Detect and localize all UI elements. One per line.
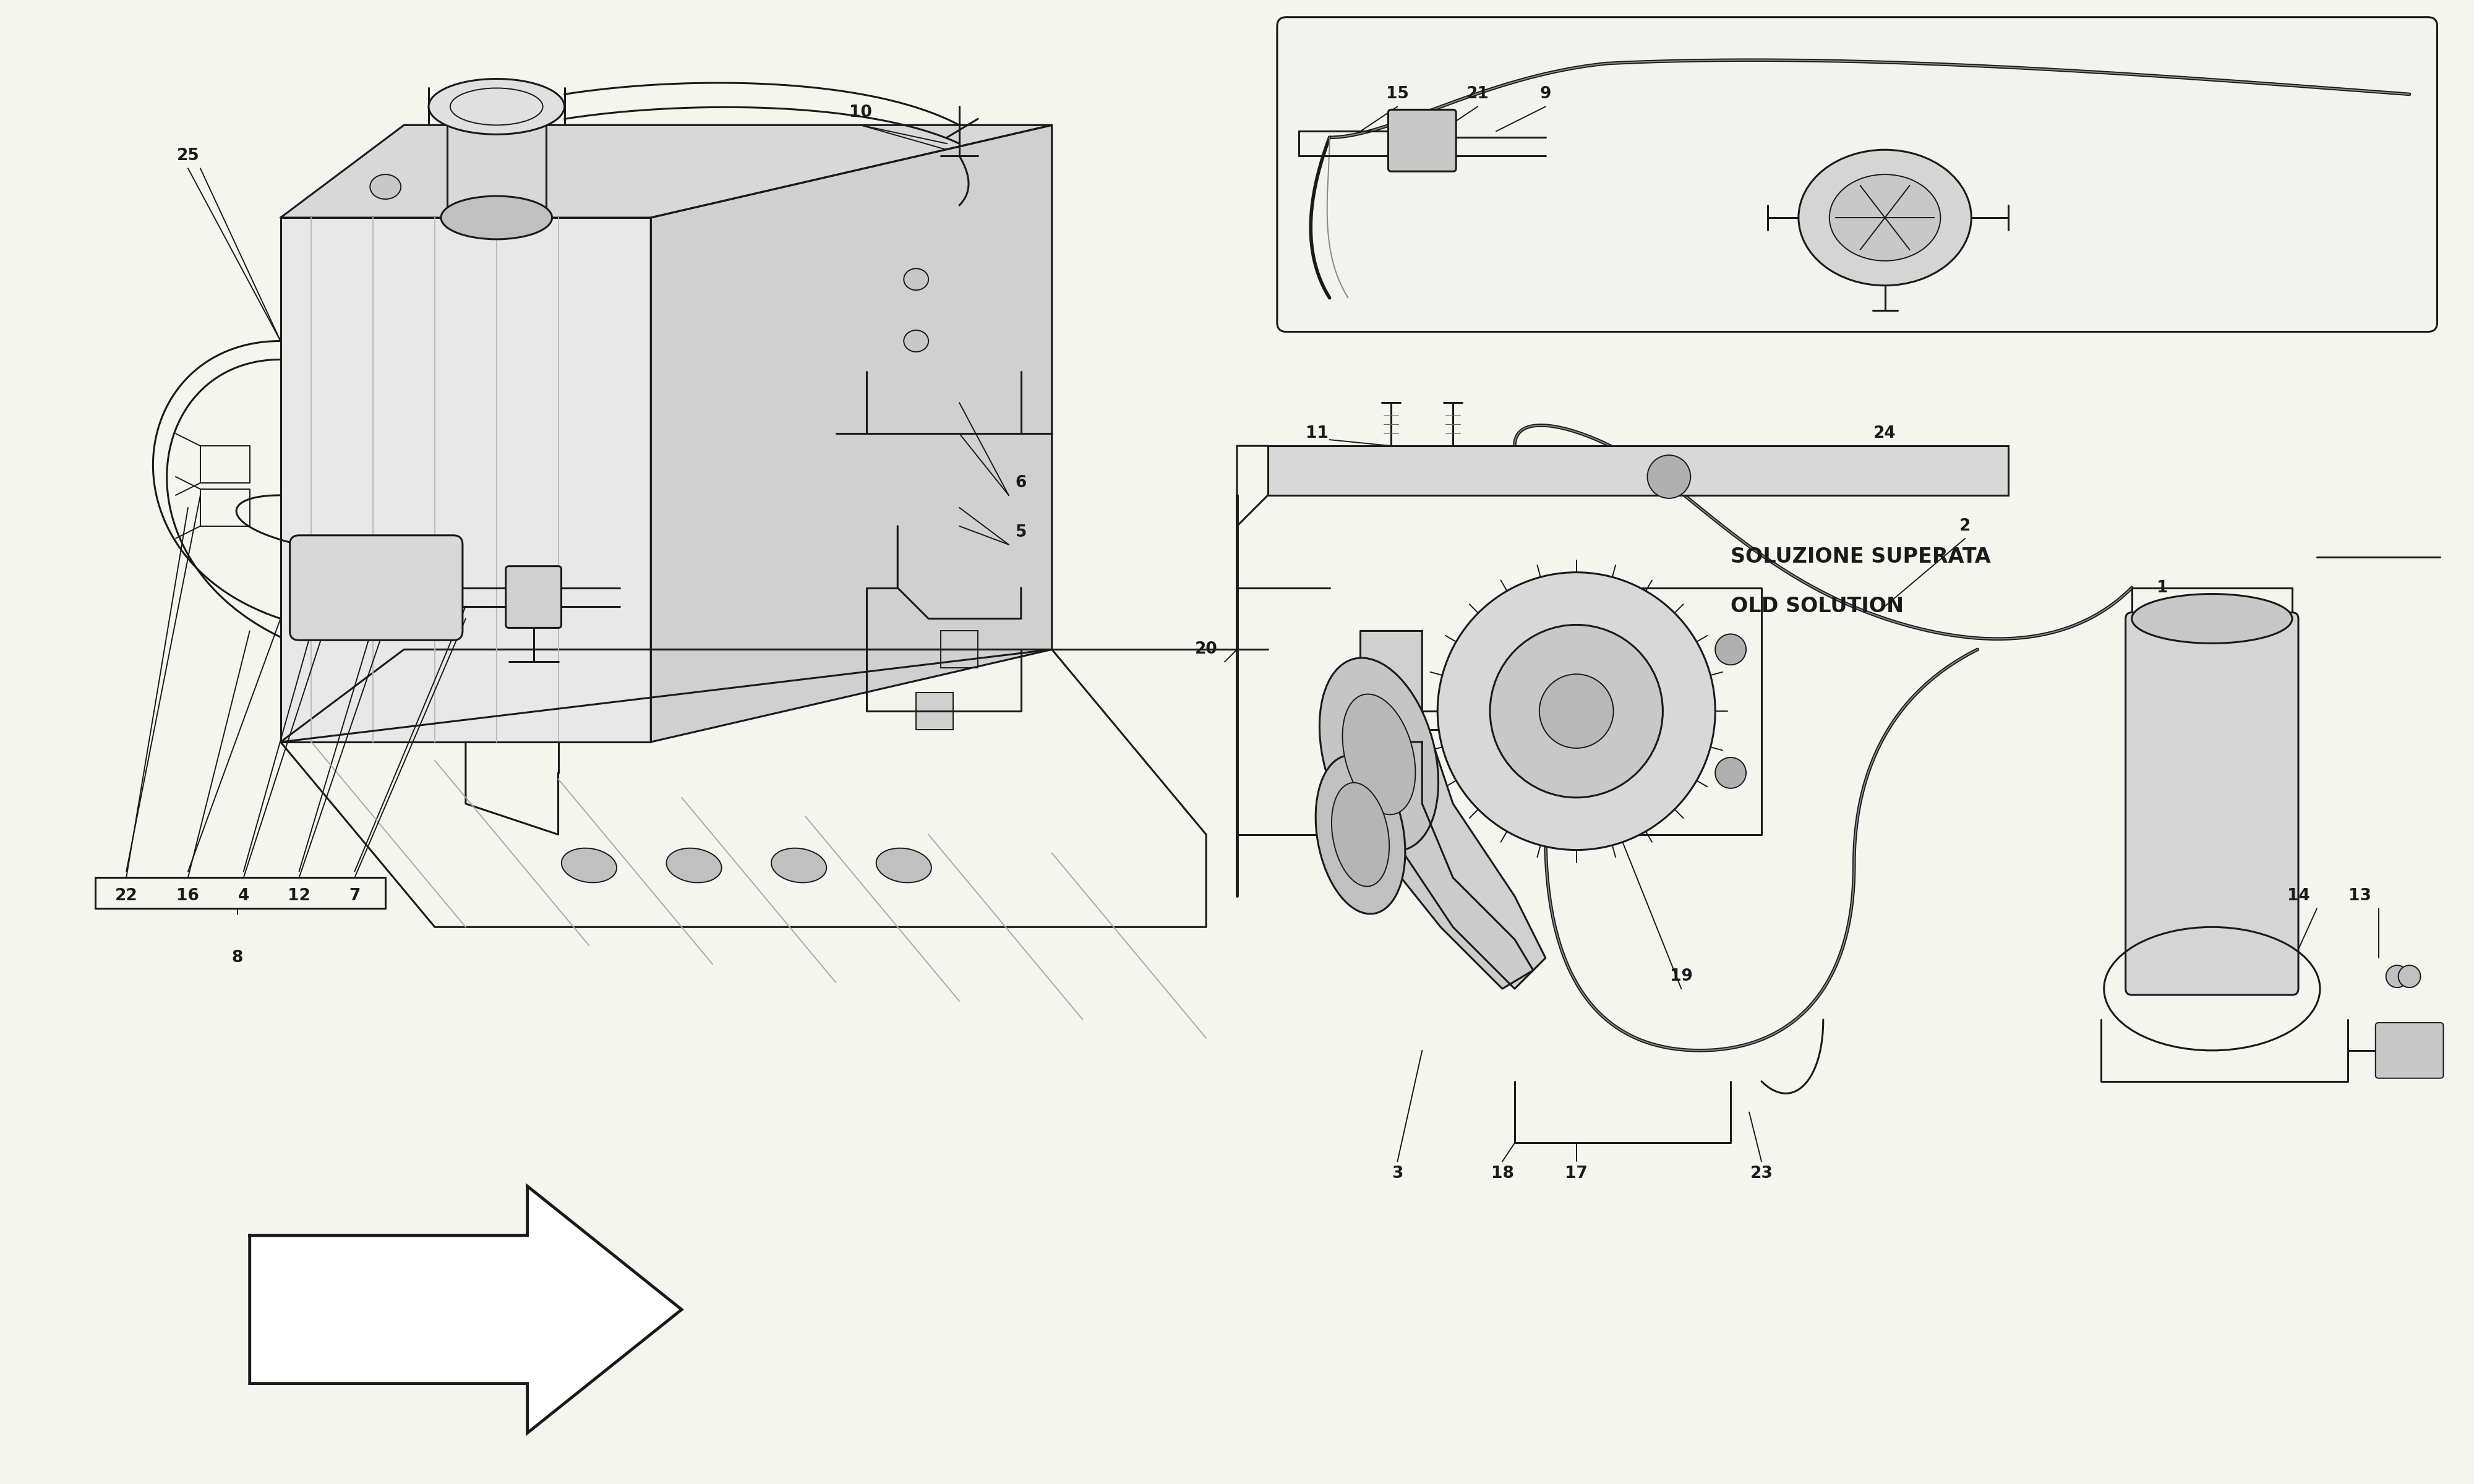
Text: 2: 2 (1959, 518, 1972, 534)
Ellipse shape (1799, 150, 1972, 285)
FancyBboxPatch shape (915, 693, 952, 730)
Ellipse shape (371, 175, 401, 199)
Ellipse shape (1331, 782, 1390, 886)
Text: 19: 19 (1670, 969, 1692, 984)
Text: 18: 18 (1492, 1166, 1514, 1181)
FancyBboxPatch shape (940, 631, 977, 668)
Circle shape (2385, 965, 2407, 987)
Ellipse shape (1539, 674, 1613, 748)
Text: 5: 5 (1014, 524, 1027, 540)
FancyBboxPatch shape (505, 567, 562, 628)
Ellipse shape (903, 269, 928, 289)
Polygon shape (280, 125, 1051, 218)
Ellipse shape (2133, 594, 2293, 643)
Text: SOLUZIONE SUPERATA: SOLUZIONE SUPERATA (1732, 546, 1992, 567)
Ellipse shape (1437, 573, 1714, 850)
Ellipse shape (1319, 657, 1437, 850)
Ellipse shape (903, 331, 928, 352)
Polygon shape (1378, 742, 1534, 988)
Circle shape (2397, 965, 2420, 987)
Text: 10: 10 (849, 105, 871, 120)
Text: 20: 20 (1195, 641, 1217, 657)
Text: 15: 15 (1385, 86, 1408, 102)
Text: OLD SOLUTION: OLD SOLUTION (1732, 597, 1905, 616)
Text: 7: 7 (349, 889, 361, 904)
FancyBboxPatch shape (289, 536, 463, 640)
Circle shape (1648, 456, 1690, 499)
FancyBboxPatch shape (1267, 445, 2009, 496)
Text: 13: 13 (2348, 889, 2373, 904)
Text: 1: 1 (2157, 580, 2167, 595)
Ellipse shape (1489, 625, 1663, 797)
Circle shape (1714, 634, 1747, 665)
Polygon shape (651, 125, 1051, 742)
Ellipse shape (562, 849, 616, 883)
Text: 3: 3 (1393, 1166, 1403, 1181)
Text: 21: 21 (1467, 86, 1489, 102)
Text: 12: 12 (287, 889, 309, 904)
Ellipse shape (440, 196, 552, 239)
Text: 24: 24 (1873, 426, 1895, 442)
Polygon shape (1361, 631, 1546, 988)
Text: 23: 23 (1749, 1166, 1774, 1181)
Text: 11: 11 (1306, 426, 1329, 442)
Ellipse shape (666, 849, 722, 883)
Ellipse shape (428, 79, 564, 135)
Text: 9: 9 (1539, 86, 1551, 102)
Circle shape (1714, 757, 1747, 788)
FancyBboxPatch shape (1388, 110, 1457, 171)
FancyBboxPatch shape (2375, 1022, 2444, 1079)
Text: 25: 25 (176, 148, 200, 163)
Text: 22: 22 (114, 889, 139, 904)
Text: 16: 16 (176, 889, 200, 904)
Ellipse shape (876, 849, 930, 883)
FancyBboxPatch shape (1277, 18, 2437, 332)
Ellipse shape (1316, 755, 1405, 914)
Text: 6: 6 (1014, 475, 1027, 491)
Text: 4: 4 (238, 889, 250, 904)
Ellipse shape (772, 849, 826, 883)
Text: 17: 17 (1566, 1166, 1588, 1181)
Ellipse shape (1343, 695, 1415, 815)
Polygon shape (250, 1186, 683, 1434)
Text: 14: 14 (2286, 889, 2311, 904)
FancyBboxPatch shape (2125, 613, 2298, 994)
Polygon shape (280, 218, 651, 742)
Text: 8: 8 (233, 950, 242, 966)
Ellipse shape (1828, 175, 1940, 261)
